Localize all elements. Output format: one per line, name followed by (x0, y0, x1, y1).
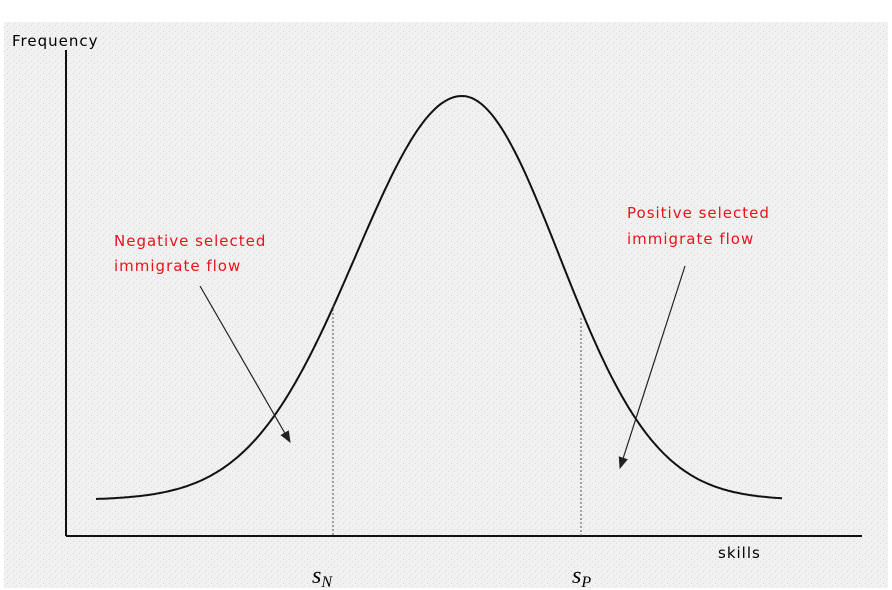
y-axis-label: Frequency (12, 32, 99, 50)
annotation: Negative selected (114, 232, 266, 250)
annotation: Positive selected (627, 204, 770, 222)
arrow (618, 265, 686, 470)
x-axis-label: skills (718, 544, 761, 562)
marker-label: sN (312, 563, 333, 590)
marker-label: sP (572, 563, 591, 590)
arrow (199, 285, 291, 444)
background (4, 22, 888, 588)
annotation: immigrate flow (114, 257, 241, 275)
annotation: immigrate flow (627, 230, 754, 248)
bell-curve (95, 94, 783, 500)
